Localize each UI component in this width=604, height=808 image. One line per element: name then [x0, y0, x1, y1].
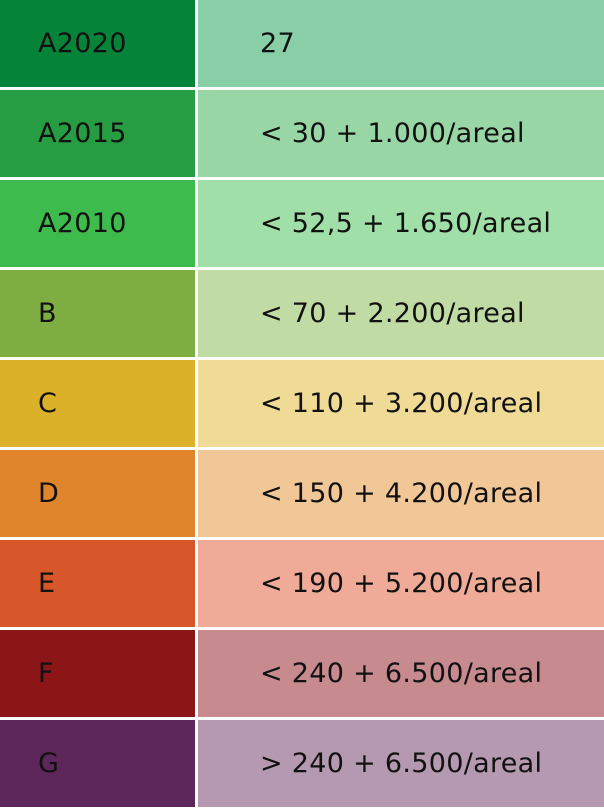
energy-class-value: > 240 + 6.500/areal [198, 720, 604, 807]
energy-class-value: < 30 + 1.000/areal [198, 90, 604, 177]
energy-class-row-d: D < 150 + 4.200/areal [0, 450, 604, 537]
energy-class-value: < 52,5 + 1.650/areal [198, 180, 604, 267]
energy-class-row-a2010: A2010 < 52,5 + 1.650/areal [0, 180, 604, 267]
energy-class-label: A2020 [0, 0, 195, 87]
energy-class-label: E [0, 540, 195, 627]
energy-class-row-a2020: A2020 27 [0, 0, 604, 87]
energy-class-label: G [0, 720, 195, 807]
energy-class-label: A2010 [0, 180, 195, 267]
energy-class-row-a2015: A2015 < 30 + 1.000/areal [0, 90, 604, 177]
energy-class-value: < 190 + 5.200/areal [198, 540, 604, 627]
energy-class-label: D [0, 450, 195, 537]
energy-class-value: < 110 + 3.200/areal [198, 360, 604, 447]
energy-class-value: < 70 + 2.200/areal [198, 270, 604, 357]
energy-class-label: A2015 [0, 90, 195, 177]
energy-class-value: < 150 + 4.200/areal [198, 450, 604, 537]
energy-class-value: < 240 + 6.500/areal [198, 630, 604, 717]
energy-class-value: 27 [198, 0, 604, 87]
energy-class-row-g: G > 240 + 6.500/areal [0, 720, 604, 807]
energy-class-label: F [0, 630, 195, 717]
energy-class-label: C [0, 360, 195, 447]
energy-class-row-b: B < 70 + 2.200/areal [0, 270, 604, 357]
energy-class-label: B [0, 270, 195, 357]
energy-class-row-e: E < 190 + 5.200/areal [0, 540, 604, 627]
energy-class-row-c: C < 110 + 3.200/areal [0, 360, 604, 447]
energy-class-row-f: F < 240 + 6.500/areal [0, 630, 604, 717]
